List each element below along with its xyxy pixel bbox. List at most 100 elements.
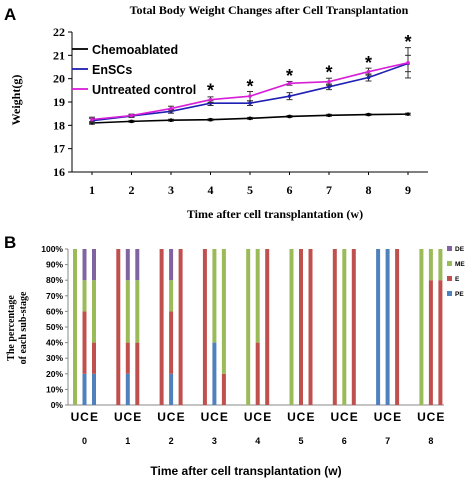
panel-a-series: * * * * * *: [89, 32, 412, 125]
series-chemoablated: [89, 112, 411, 125]
bar-category-label: U: [114, 410, 123, 424]
bar-category-label: C: [297, 410, 306, 424]
stacked-bar-segment-e: [221, 373, 226, 405]
panel-b-y-tick-label: 80%: [46, 275, 63, 285]
stacked-bar-segment-e: [116, 249, 121, 405]
bar-category-label: E: [177, 410, 185, 424]
panel-a-x-tick-label: 5: [247, 183, 253, 197]
stacked-bar-segment-e: [92, 342, 96, 374]
data-point: [129, 113, 134, 118]
panel-b-bars: U C E0U C E1U C E2U C E3U C E4U C E5U C E6U C E7U C E8: [71, 249, 444, 446]
panel-a-x-tick-label: 2: [129, 183, 135, 197]
panel-b-y-tick-label: 70%: [46, 291, 63, 301]
stacked-bar-segment-e: [308, 249, 313, 405]
bar-category-label: E: [220, 410, 228, 424]
stacked-bar-segment-de: [92, 249, 96, 281]
stacked-bar-segment-pe: [82, 373, 87, 405]
stacked-bar-segment-de: [169, 249, 174, 281]
bar-category-label: U: [417, 410, 426, 424]
stacked-bar-segment-pe: [385, 249, 390, 405]
stacked-bar-segment-e: [438, 280, 443, 405]
significance-star: *: [286, 66, 293, 86]
legend-label: EnSCs: [92, 63, 132, 77]
stacked-bar-segment-de: [125, 249, 130, 281]
legend-label: Untreated control: [92, 83, 196, 97]
panel-b-legend: DE ME E PE: [447, 246, 465, 298]
panel-b-y-tick-label: 100%: [41, 244, 63, 254]
panel-b-y-tick-label: 40%: [46, 338, 63, 348]
stacked-bar-segment-pe: [376, 249, 381, 405]
stacked-bar-segment-me: [342, 249, 347, 405]
stacked-bar-segment-e: [395, 249, 400, 405]
panel-a-x-tick-label: 1: [89, 183, 95, 197]
bar-category-label: U: [330, 410, 339, 424]
significance-star: *: [207, 81, 214, 101]
stacked-bar-segment-e: [299, 249, 303, 405]
stacked-bar-segment-de: [82, 249, 87, 281]
stacked-bar-segment-de: [135, 249, 140, 281]
bar-category-label: C: [210, 410, 219, 424]
data-point: [366, 112, 371, 117]
data-point: [287, 114, 292, 119]
stacked-bar-segment-pe: [169, 373, 174, 405]
legend-label: ME: [455, 261, 465, 268]
stacked-bar-segment-pe: [92, 373, 96, 405]
stacked-bar-segment-e: [428, 280, 433, 405]
panel-a-y-tick-label: 21: [53, 48, 65, 62]
bar-category-label: U: [201, 410, 210, 424]
panel-b-ylabel: The percentage of each sub-stage: [6, 291, 29, 364]
legend-swatch: [447, 246, 452, 251]
bar-group-week-2: U C E 2: [157, 249, 185, 446]
data-point: [169, 118, 173, 122]
bar-group-week-3: U C E 3: [201, 249, 228, 446]
panel-b-label: B: [4, 233, 16, 252]
panel-a-ylabel: Weight(g): [9, 75, 23, 126]
stacked-bar-segment-e: [255, 342, 260, 405]
panel-b-y-tick-label: 30%: [46, 353, 63, 363]
stacked-bar-segment-e: [332, 249, 337, 405]
panel-a-xlabel: Time after cell transplantation (w): [187, 207, 363, 221]
stacked-bar-segment-e: [135, 342, 140, 405]
stacked-bar-segment-e: [169, 311, 174, 374]
stacked-bar-segment-me: [135, 280, 140, 343]
significance-star: *: [246, 76, 253, 96]
legend-label: PE: [455, 291, 464, 298]
panel-a-y-tick-label: 17: [53, 142, 65, 156]
data-point: [129, 119, 134, 124]
bar-category-label: C: [123, 410, 132, 424]
panel-a-legend: Chemoablated EnSCs Untreated control: [72, 43, 196, 97]
panel-a-title: Total Body Weight Changes after Cell Tra…: [130, 3, 409, 17]
data-point: [287, 81, 292, 86]
bar-category-label: E: [350, 410, 358, 424]
series-untreated-control: [89, 47, 411, 123]
group-week-label: 7: [385, 436, 390, 446]
stacked-bar-segment-me: [92, 280, 96, 343]
bar-category-label: E: [133, 410, 141, 424]
stacked-bar-segment-me: [73, 249, 77, 405]
legend-label: DE: [455, 246, 465, 253]
bar-category-label: E: [263, 410, 271, 424]
significance-star: *: [404, 32, 411, 52]
panel-b-axes: 0% 10% 20% 30% 40% 50% 60% 70% 80% 90% 100%: [41, 244, 444, 410]
stacked-bar-segment-me: [82, 280, 87, 312]
bar-category-label: C: [427, 410, 436, 424]
data-point: [327, 113, 331, 118]
stacked-bar-segment-me: [255, 249, 260, 343]
stacked-bar-segment-pe: [125, 373, 130, 405]
data-point: [248, 101, 252, 105]
panel-a-y-tick-label: 16: [53, 165, 65, 179]
stacked-bar-segment-e: [351, 249, 356, 405]
data-point: [248, 94, 252, 98]
bar-category-label: C: [167, 410, 176, 424]
panel-a-x-tick-label: 4: [208, 183, 214, 197]
panel-a-y-tick-label: 22: [53, 25, 65, 39]
significance-star: *: [365, 53, 372, 73]
group-week-label: 5: [298, 436, 303, 446]
panel-b-ylabel-line-2: of each sub-stage: [18, 291, 29, 364]
panel-a-y-tick-label: 18: [53, 118, 65, 132]
legend-label: E: [455, 276, 460, 283]
panel-b-y-tick-label: 10%: [46, 384, 63, 394]
legend-swatch: [447, 261, 452, 266]
panel-a-x-tick-label: 3: [168, 183, 174, 197]
bar-category-label: C: [253, 410, 262, 424]
